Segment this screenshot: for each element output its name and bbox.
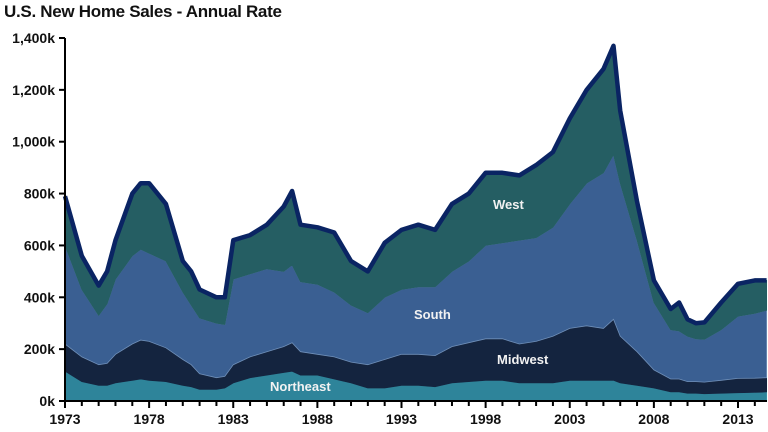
- x-tick-label: 2013: [722, 411, 753, 427]
- axes: [59, 38, 767, 402]
- x-tick-label: 1978: [134, 411, 165, 427]
- y-tick-label: 1,000k: [12, 134, 55, 150]
- y-tick-label: 1,200k: [12, 82, 55, 98]
- label-south: South: [414, 307, 451, 322]
- y-ticks: 0k 200k 400k 600k 800k 1,000k 1,200k 1,400k: [12, 30, 65, 409]
- y-tick-label: 1,400k: [12, 30, 55, 46]
- x-tick-label: 2008: [638, 411, 669, 427]
- y-tick-label: 800k: [24, 186, 55, 202]
- y-tick-label: 200k: [24, 341, 55, 357]
- y-tick-label: 600k: [24, 237, 55, 253]
- x-tick-label: 1993: [386, 411, 417, 427]
- y-tick-label: 0k: [39, 393, 55, 409]
- region-labels: West South Midwest Northeast: [270, 197, 549, 394]
- x-tick-label: 1998: [470, 411, 501, 427]
- chart-title: U.S. New Home Sales - Annual Rate: [4, 2, 282, 21]
- label-west: West: [493, 197, 524, 212]
- x-tick-label: 1988: [302, 411, 333, 427]
- x-tick-label: 2003: [554, 411, 585, 427]
- y-tick-label: 400k: [24, 289, 55, 305]
- x-ticks: 1973 1978 1983 1988 1993 1998 2003 2008 2013: [49, 401, 756, 427]
- total-line: [62, 43, 767, 326]
- label-northeast: Northeast: [270, 379, 331, 394]
- total-line-group: [62, 43, 767, 326]
- x-tick-label: 1973: [49, 411, 80, 427]
- label-midwest: Midwest: [497, 352, 549, 367]
- area-layers: [64, 44, 767, 402]
- x-tick-label: 1983: [218, 411, 249, 427]
